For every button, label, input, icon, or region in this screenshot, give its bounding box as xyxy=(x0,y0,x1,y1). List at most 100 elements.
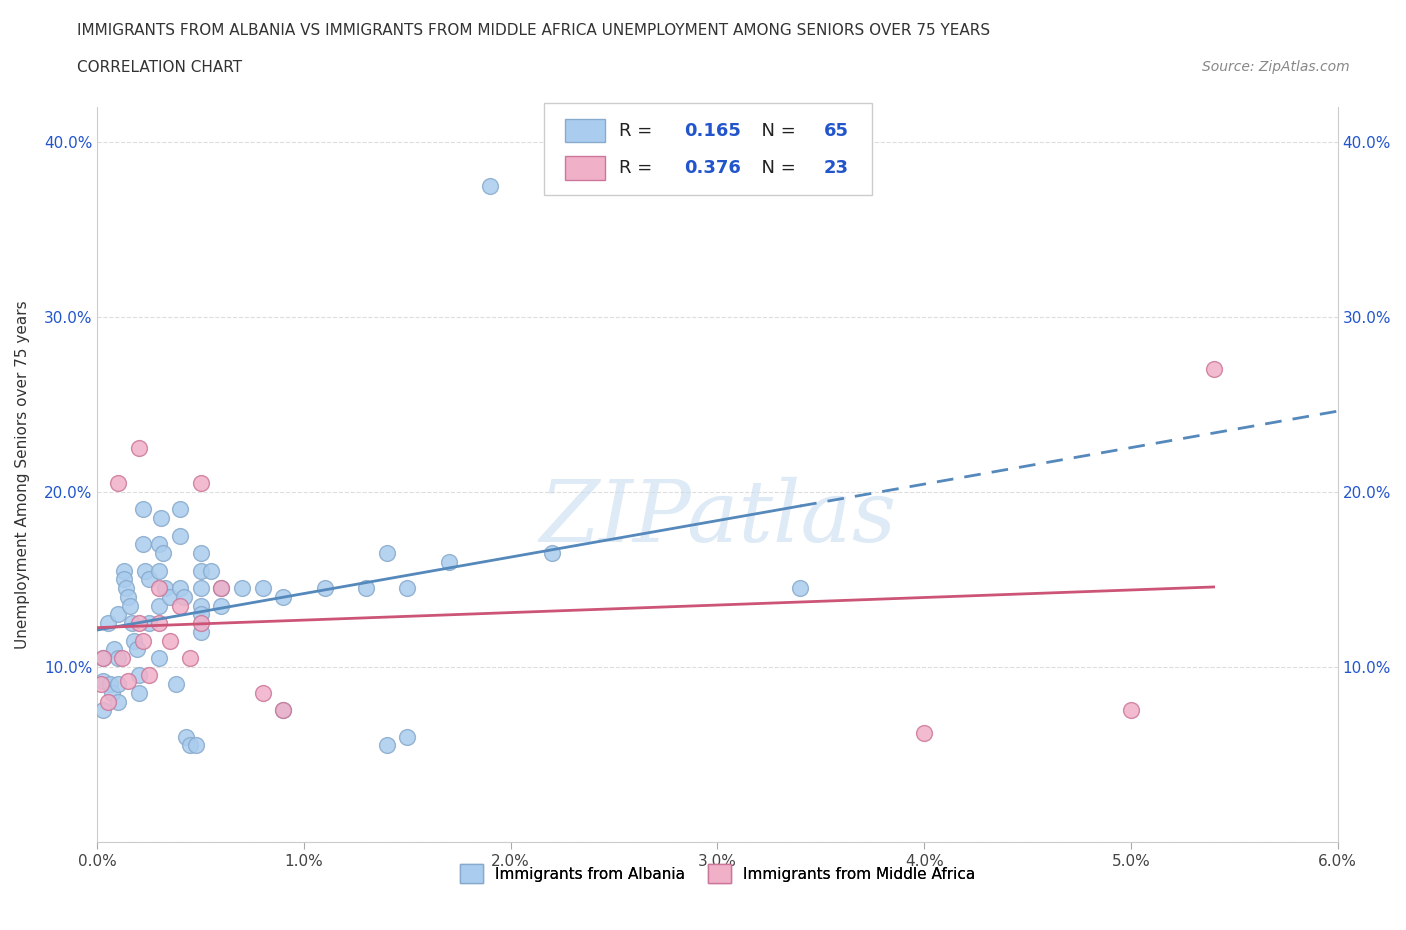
Point xyxy=(174,729,197,744)
Point xyxy=(190,607,212,622)
Point xyxy=(169,528,191,543)
Point xyxy=(97,695,120,710)
Point xyxy=(132,537,155,551)
Point xyxy=(190,475,212,490)
Point xyxy=(90,677,112,692)
Point xyxy=(134,563,156,578)
Point xyxy=(103,642,125,657)
Point xyxy=(148,580,170,595)
Point xyxy=(169,502,191,517)
Point xyxy=(179,738,201,753)
Text: N =: N = xyxy=(749,159,801,177)
Point xyxy=(209,598,232,613)
Point xyxy=(190,546,212,561)
Point xyxy=(148,651,170,666)
Point xyxy=(190,580,212,595)
Point xyxy=(396,729,419,744)
Point xyxy=(479,179,502,193)
Point xyxy=(231,580,253,595)
Point xyxy=(138,668,160,683)
Point xyxy=(1119,703,1142,718)
Point xyxy=(132,633,155,648)
Point xyxy=(789,580,811,595)
Point xyxy=(98,677,121,692)
Point xyxy=(124,633,146,648)
Point xyxy=(252,685,274,700)
Point xyxy=(271,703,294,718)
Text: Source: ZipAtlas.com: Source: ZipAtlas.com xyxy=(1202,60,1350,74)
Point xyxy=(107,607,129,622)
Point xyxy=(117,673,139,688)
Point xyxy=(148,563,170,578)
Point xyxy=(209,580,232,595)
Point xyxy=(112,572,135,587)
Point xyxy=(107,651,129,666)
Point xyxy=(252,580,274,595)
Point xyxy=(541,546,564,561)
FancyBboxPatch shape xyxy=(544,103,873,195)
Point xyxy=(912,725,935,740)
Point xyxy=(165,677,187,692)
Point xyxy=(190,598,212,613)
Point xyxy=(100,685,122,700)
FancyBboxPatch shape xyxy=(565,119,605,142)
Text: ZIPatlas: ZIPatlas xyxy=(538,477,896,560)
Point xyxy=(314,580,336,595)
Point xyxy=(128,685,150,700)
Point xyxy=(148,616,170,631)
Point xyxy=(375,546,398,561)
Point xyxy=(93,673,115,688)
Point xyxy=(112,563,135,578)
Point xyxy=(107,475,129,490)
Point xyxy=(125,642,148,657)
Point xyxy=(190,624,212,639)
Point xyxy=(209,580,232,595)
Point xyxy=(148,598,170,613)
Text: N =: N = xyxy=(749,122,801,140)
Text: 0.376: 0.376 xyxy=(683,159,741,177)
Point xyxy=(152,546,174,561)
Legend: Immigrants from Albania, Immigrants from Middle Africa: Immigrants from Albania, Immigrants from… xyxy=(454,858,981,889)
Point xyxy=(169,580,191,595)
Point xyxy=(128,441,150,456)
Point xyxy=(138,572,160,587)
Point xyxy=(128,668,150,683)
Point xyxy=(159,633,181,648)
Point xyxy=(93,703,115,718)
Point xyxy=(150,511,173,525)
Point xyxy=(93,651,115,666)
Point xyxy=(138,616,160,631)
FancyBboxPatch shape xyxy=(565,156,605,179)
Point xyxy=(107,677,129,692)
Point xyxy=(132,502,155,517)
Point xyxy=(155,580,177,595)
Y-axis label: Unemployment Among Seniors over 75 years: Unemployment Among Seniors over 75 years xyxy=(15,300,30,648)
Point xyxy=(159,590,181,604)
Point xyxy=(111,651,134,666)
Point xyxy=(190,563,212,578)
Point xyxy=(396,580,419,595)
Point xyxy=(354,580,377,595)
Text: 23: 23 xyxy=(824,159,849,177)
Text: R =: R = xyxy=(620,122,658,140)
Point xyxy=(93,651,115,666)
Point xyxy=(128,616,150,631)
Point xyxy=(173,590,195,604)
Text: IMMIGRANTS FROM ALBANIA VS IMMIGRANTS FROM MIDDLE AFRICA UNEMPLOYMENT AMONG SENI: IMMIGRANTS FROM ALBANIA VS IMMIGRANTS FR… xyxy=(77,23,990,38)
Text: R =: R = xyxy=(620,159,658,177)
Point xyxy=(179,651,201,666)
Point xyxy=(169,598,191,613)
Point xyxy=(117,590,139,604)
Point xyxy=(97,616,120,631)
Point xyxy=(190,616,212,631)
Point xyxy=(1202,362,1225,377)
Text: 0.165: 0.165 xyxy=(683,122,741,140)
Point xyxy=(120,598,142,613)
Text: 65: 65 xyxy=(824,122,849,140)
Point xyxy=(271,703,294,718)
Point xyxy=(200,563,222,578)
Point xyxy=(375,738,398,753)
Point xyxy=(148,537,170,551)
Point xyxy=(107,695,129,710)
Point xyxy=(271,590,294,604)
